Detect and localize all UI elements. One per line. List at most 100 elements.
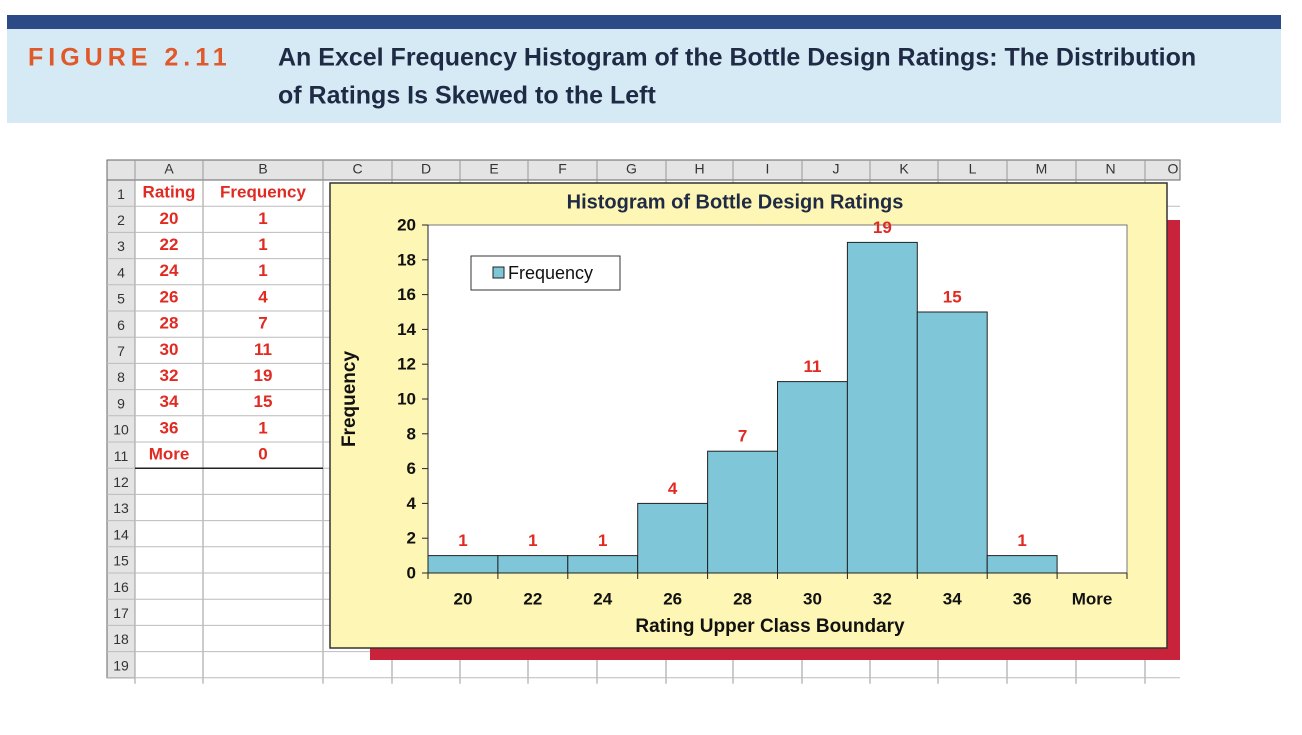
figure-title: of Ratings Is Skewed to the Left: [278, 82, 656, 110]
clip-cover: [1181, 158, 1211, 182]
y-tick-label: 14: [397, 320, 416, 339]
table-cell: 20: [160, 209, 179, 228]
y-tick-label: 20: [397, 215, 416, 234]
table-cell: 22: [160, 235, 179, 254]
table-cell: 28: [160, 314, 179, 333]
y-tick-label: 16: [397, 285, 416, 304]
x-tick-label: 28: [733, 589, 752, 608]
bar: [567, 555, 639, 574]
table-header: Rating: [143, 183, 196, 202]
data-label: 11: [803, 357, 821, 376]
y-tick-label: 8: [407, 424, 416, 443]
row-header: 4: [117, 264, 125, 280]
row-header: 8: [117, 369, 125, 385]
data-label: 1: [458, 531, 467, 550]
row-header: 16: [113, 579, 129, 595]
table-cell: 19: [254, 366, 273, 385]
x-tick-label: 34: [943, 589, 962, 608]
y-tick-label: 4: [407, 494, 417, 513]
x-tick-label: 20: [453, 589, 472, 608]
data-label: 7: [738, 427, 747, 446]
row-header: 17: [113, 605, 129, 621]
y-axis-label: Frequency: [339, 351, 360, 448]
bar: [707, 450, 778, 574]
table-cell: 1: [258, 235, 267, 254]
x-tick-label: 30: [803, 589, 822, 608]
column-header: H: [694, 161, 704, 177]
row-header: 18: [113, 631, 129, 647]
table-header: Frequency: [220, 183, 307, 202]
table-cell: 34: [160, 392, 179, 411]
data-label: 4: [668, 479, 678, 498]
chart-title: Histogram of Bottle Design Ratings: [567, 191, 904, 213]
header-bar: [7, 15, 1281, 29]
row-header: 14: [113, 526, 129, 542]
row-header: 13: [113, 500, 129, 516]
table-cell: 1: [258, 261, 267, 280]
row-header: 5: [117, 291, 125, 307]
table-cell: 36: [160, 418, 179, 437]
x-tick-label: 32: [873, 589, 892, 608]
row-header: 12: [113, 474, 129, 490]
x-tick-label: 26: [663, 589, 682, 608]
table-cell: 26: [160, 287, 179, 306]
x-tick-label: More: [1072, 589, 1113, 608]
column-header: M: [1036, 161, 1048, 177]
table-cell: 11: [254, 340, 272, 359]
column-header: O: [1168, 161, 1179, 177]
bar: [916, 311, 988, 574]
y-tick-label: 2: [407, 529, 416, 548]
bar: [777, 381, 848, 574]
y-tick-label: 18: [397, 250, 416, 269]
column-header: G: [626, 161, 637, 177]
column-header: E: [489, 161, 498, 177]
bar: [497, 555, 569, 574]
header-band: [7, 29, 1281, 123]
table-cell: 15: [254, 392, 273, 411]
table-cell: 1: [258, 209, 267, 228]
column-header: A: [164, 161, 174, 177]
table-cell: More: [149, 445, 190, 464]
column-header: N: [1105, 161, 1115, 177]
column-header: J: [833, 161, 840, 177]
table-cell: 24: [160, 261, 179, 280]
legend-swatch: [492, 266, 505, 279]
column-header-bg: [106, 159, 1181, 181]
data-label: 1: [528, 531, 537, 550]
column-header: I: [766, 161, 770, 177]
bar: [637, 502, 709, 574]
y-tick-label: 0: [407, 563, 416, 582]
figure-title: An Excel Frequency Histogram of the Bott…: [278, 44, 1196, 72]
row-header: 2: [117, 212, 125, 228]
row-header: 3: [117, 238, 125, 254]
bar: [846, 241, 918, 574]
column-header: K: [899, 161, 909, 177]
y-tick-label: 6: [407, 459, 416, 478]
column-header: B: [258, 161, 267, 177]
x-tick-label: 36: [1013, 589, 1032, 608]
column-header: C: [352, 161, 362, 177]
chart: Histogram of Bottle Design Ratings Rating…: [339, 191, 1128, 637]
table-cell: 7: [258, 314, 267, 333]
column-header: F: [558, 161, 567, 177]
bar: [427, 555, 499, 574]
figure-label: FIGURE 2.11: [28, 44, 232, 72]
y-tick-label: 12: [397, 355, 416, 374]
table-cell: 4: [258, 287, 268, 306]
row-header: 19: [113, 657, 129, 673]
bar: [986, 555, 1058, 574]
row-header: 1: [117, 186, 125, 202]
y-tick-label: 10: [397, 389, 416, 408]
row-header: 9: [117, 395, 125, 411]
data-label: 15: [943, 287, 962, 306]
x-tick-label: 24: [593, 589, 612, 608]
data-label: 19: [873, 218, 892, 237]
table-cell: 32: [160, 366, 179, 385]
row-header: 10: [113, 422, 129, 438]
x-axis-label: Rating Upper Class Boundary: [635, 616, 905, 637]
data-label: 1: [1017, 531, 1026, 550]
x-tick-label: 22: [523, 589, 542, 608]
row-header: 15: [113, 553, 129, 569]
